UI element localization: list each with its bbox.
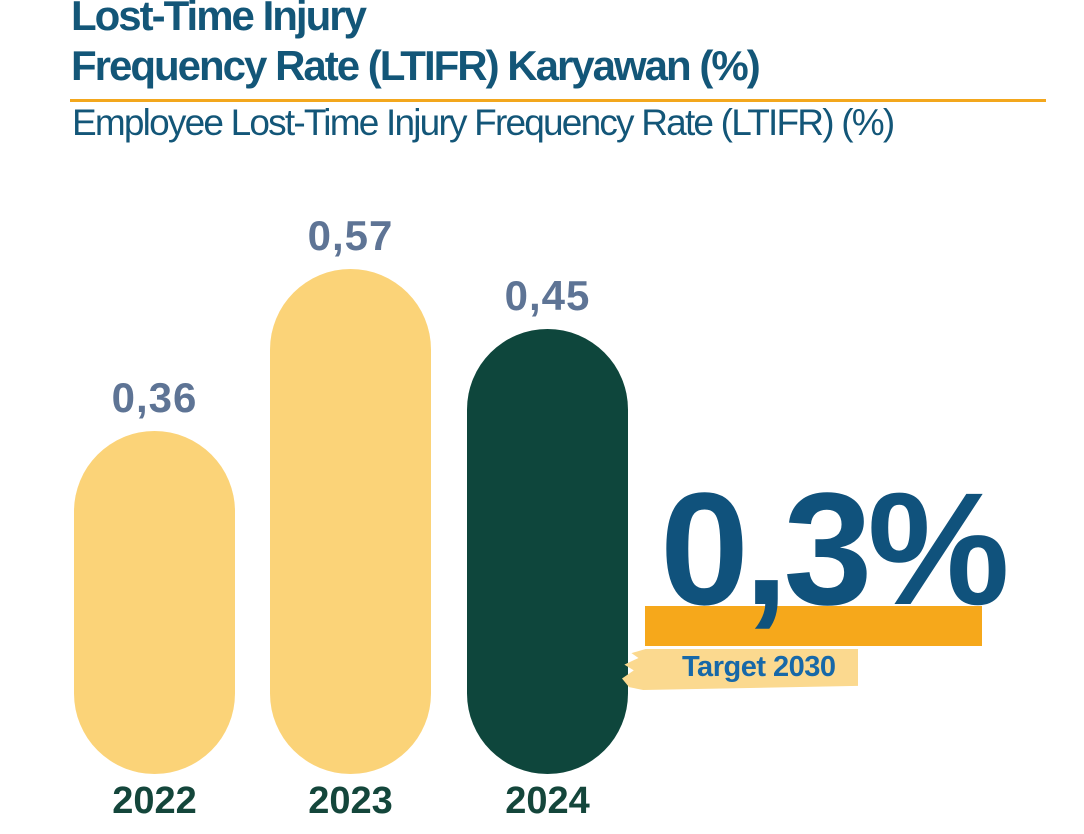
target-caption-text: Target 2030 [682, 651, 836, 683]
target-caption-band: Target 2030 [622, 649, 858, 690]
bar-year-label: 2022 [112, 780, 197, 822]
bar-value-label: 0,36 [111, 374, 198, 421]
chart-title-indonesian: Lost-Time Injury Frequency Rate (LTIFR) K… [71, 0, 761, 91]
bar-group-2023: 0,57 2023 [270, 215, 431, 820]
bar-pill [467, 329, 628, 774]
target-highlight-band [645, 606, 982, 646]
title-underline [70, 99, 1046, 102]
bar-year-label: 2023 [308, 780, 393, 822]
title-line-1: Lost-Time Injury [71, 0, 367, 39]
title-line-2: Frequency Rate (LTIFR) Karyawan (%) [71, 42, 761, 89]
bar-group-2022: 0,36 2022 [74, 377, 235, 820]
bar-year-label: 2024 [505, 780, 590, 822]
chart-header: Lost-Time Injury Frequency Rate (LTIFR) K… [71, 0, 761, 91]
bar-value-label: 0,57 [307, 212, 394, 259]
bar-value-label: 0,45 [504, 272, 591, 319]
bar-pill [270, 269, 431, 774]
bar-pill [74, 431, 235, 774]
bar-group-2024: 0,45 2024 [467, 275, 628, 820]
chart-subtitle-english: Employee Lost-Time Injury Frequency Rate… [72, 102, 895, 143]
target-value-text: 0,3% [660, 459, 1010, 638]
